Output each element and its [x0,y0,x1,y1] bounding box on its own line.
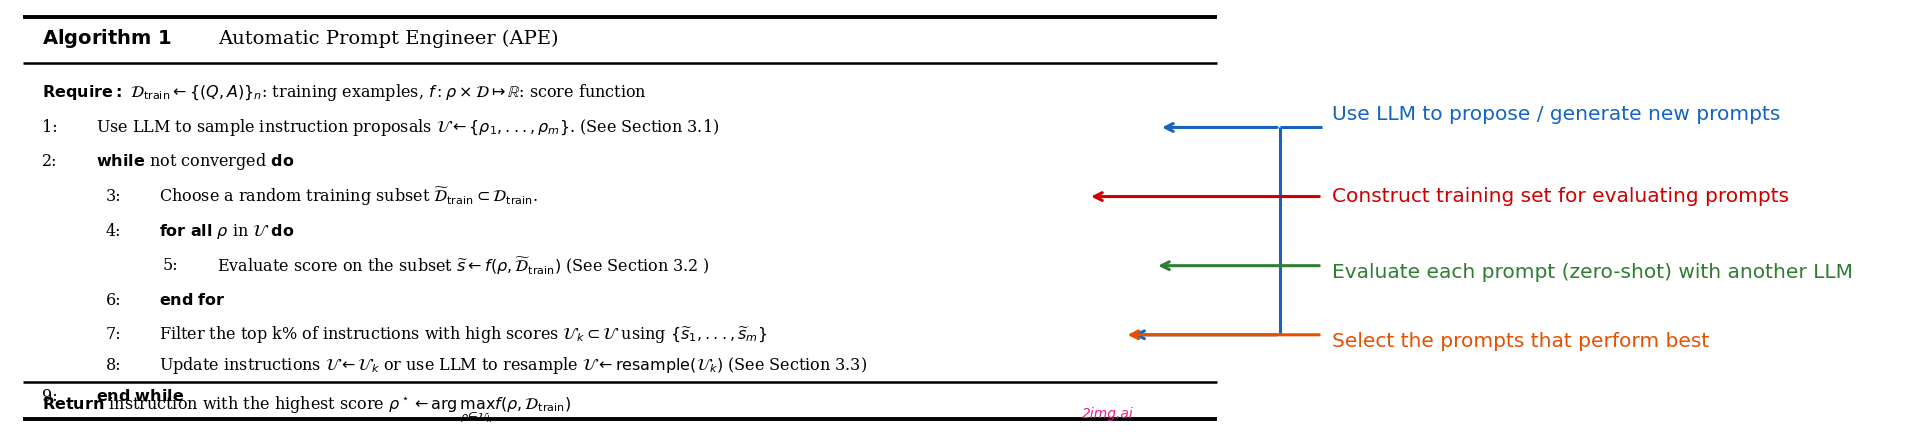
Text: Select the prompts that perform best: Select the prompts that perform best [1332,332,1709,351]
Text: 8:: 8: [105,356,121,374]
Text: 6:: 6: [105,292,121,309]
Text: Filter the top k% of instructions with high scores $\mathcal{U}_k \subset \mathc: Filter the top k% of instructions with h… [159,324,768,345]
Text: 1:: 1: [42,119,57,136]
Text: Use LLM to sample instruction proposals $\mathcal{U} \leftarrow \{\rho_1, ..., \: Use LLM to sample instruction proposals … [96,117,718,138]
Text: $\mathbf{end\ while}$: $\mathbf{end\ while}$ [96,388,184,405]
Text: 9:: 9: [42,388,57,405]
Text: Update instructions $\mathcal{U} \leftarrow \mathcal{U}_k$ or use LLM to resampl: Update instructions $\mathcal{U} \leftar… [159,355,868,375]
Text: Automatic Prompt Engineer (APE): Automatic Prompt Engineer (APE) [218,30,559,48]
Text: 3:: 3: [105,188,121,205]
Text: 2:: 2: [42,153,57,171]
Text: $\mathbf{while}$ not converged $\mathbf{do}$: $\mathbf{while}$ not converged $\mathbf{… [96,152,295,172]
Text: $\mathbf{Return}$ instruction with the highest score $\rho^\star \leftarrow \arg: $\mathbf{Return}$ instruction with the h… [42,394,571,425]
Text: Evaluate each prompt (zero-shot) with another LLM: Evaluate each prompt (zero-shot) with an… [1332,263,1853,282]
Text: Evaluate score on the subset $\widetilde{s} \leftarrow f(\rho, \widetilde{\mathc: Evaluate score on the subset $\widetilde… [217,255,709,276]
Text: Choose a random training subset $\widetilde{\mathcal{D}}_{\mathrm{train}} \subse: Choose a random training subset $\wideti… [159,185,538,208]
Text: 4:: 4: [105,222,121,240]
Text: $\mathbf{for\ all}$ $\rho$ in $\mathcal{U}$ $\mathbf{do}$: $\mathbf{for\ all}$ $\rho$ in $\mathcal{… [159,222,295,241]
Text: 7:: 7: [105,326,121,343]
Text: 2img.ai: 2img.ai [1081,407,1134,421]
Text: $\mathbf{Algorithm\ 1}$: $\mathbf{Algorithm\ 1}$ [42,27,172,51]
Text: Construct training set for evaluating prompts: Construct training set for evaluating pr… [1332,187,1790,206]
Text: 5:: 5: [163,257,178,274]
Text: Use LLM to propose / generate new prompts: Use LLM to propose / generate new prompt… [1332,105,1780,124]
Text: $\mathbf{Require:}\ \mathcal{D}_{\mathrm{train}} \leftarrow \{(Q, A)\}_n$: train: $\mathbf{Require:}\ \mathcal{D}_{\mathrm… [42,83,648,103]
Text: $\mathbf{end\ for}$: $\mathbf{end\ for}$ [159,292,226,309]
